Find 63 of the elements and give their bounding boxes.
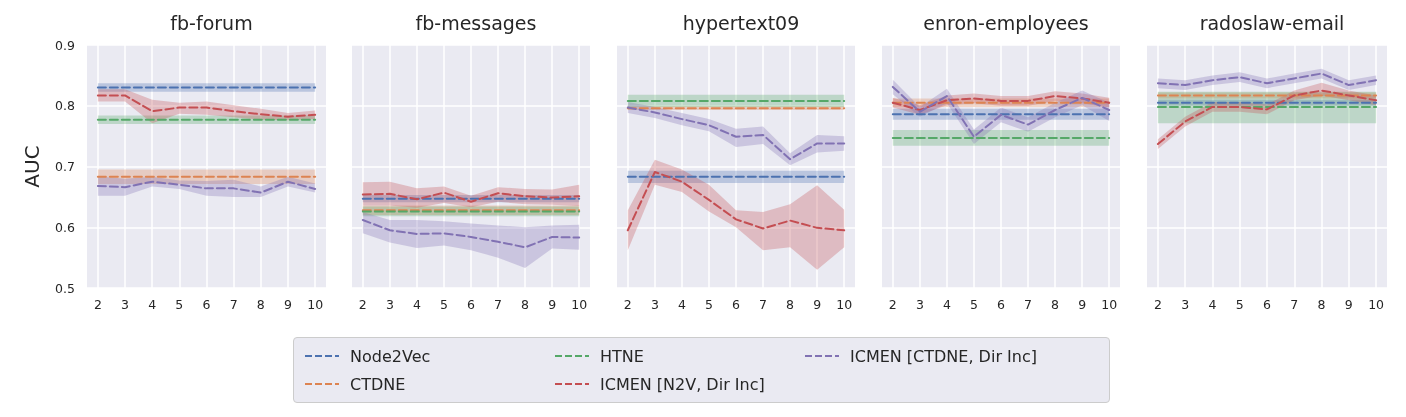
x-tick-label: 4 <box>412 297 421 312</box>
x-tick-label: 7 <box>1290 297 1299 312</box>
x-tick-label: 9 <box>548 297 557 312</box>
x-tick-label: 2 <box>93 297 102 312</box>
x-tick-label: 6 <box>997 297 1006 312</box>
x-tick-label: 9 <box>1078 297 1087 312</box>
y-axis-title: AUC <box>20 145 44 188</box>
chart-title: hypertext09 <box>682 11 800 34</box>
chart-title: radoslaw-email <box>1199 11 1345 34</box>
x-tick-label: 7 <box>494 297 503 312</box>
x-tick-label: 4 <box>677 297 686 312</box>
legend-label: ICMEN [CTDNE, Dir Inc] <box>850 346 1037 366</box>
x-tick-label: 2 <box>888 297 897 312</box>
legend-label: Node2Vec <box>350 346 431 366</box>
legend-label: HTNE <box>600 346 644 366</box>
x-tick-label: 9 <box>284 297 292 312</box>
x-tick-label: 3 <box>121 297 129 312</box>
y-tick-label: 0.6 <box>55 219 76 235</box>
x-tick-label: 10 <box>307 297 324 312</box>
x-tick-label: 4 <box>148 297 157 312</box>
x-tick-label: 2 <box>358 297 367 312</box>
x-tick-label: 5 <box>439 297 448 312</box>
x-tick-label: 5 <box>969 297 978 312</box>
y-tick-label: 0.8 <box>55 98 76 114</box>
x-tick-label: 6 <box>1263 297 1272 312</box>
chart-title: fb-forum <box>170 11 253 34</box>
x-tick-label: 3 <box>915 297 924 312</box>
x-tick-label: 3 <box>1181 297 1190 312</box>
x-tick-label: 3 <box>385 297 394 312</box>
x-tick-label: 5 <box>1235 297 1244 312</box>
x-tick-label: 8 <box>1051 297 1060 312</box>
x-tick-label: 10 <box>571 297 588 312</box>
x-tick-label: 7 <box>759 297 768 312</box>
x-tick-label: 9 <box>1344 297 1353 312</box>
x-tick-label: 10 <box>1101 297 1118 312</box>
line-series <box>96 180 317 194</box>
x-tick-label: 10 <box>1368 297 1385 312</box>
x-tick-label: 4 <box>942 297 951 312</box>
x-tick-label: 3 <box>650 297 659 312</box>
legend-label: CTDNE <box>350 374 406 394</box>
x-tick-label: 2 <box>1153 297 1162 312</box>
x-tick-label: 4 <box>1208 297 1217 312</box>
x-tick-label: 6 <box>732 297 741 312</box>
x-tick-label: 8 <box>256 297 265 312</box>
y-tick-label: 0.7 <box>55 159 75 174</box>
x-tick-label: 8 <box>1317 297 1326 312</box>
chart-title: fb-messages <box>415 11 537 34</box>
x-tick-label: 2 <box>623 297 632 312</box>
x-tick-label: 8 <box>786 297 795 312</box>
x-tick-label: 10 <box>836 297 853 312</box>
x-tick-label: 6 <box>202 297 211 312</box>
x-tick-label: 8 <box>521 297 530 312</box>
legend-label: ICMEN [N2V, Dir Inc] <box>600 374 765 394</box>
x-tick-label: 7 <box>229 297 238 312</box>
x-tick-label: 5 <box>175 297 184 312</box>
x-tick-label: 6 <box>467 297 476 312</box>
line-series <box>96 94 317 118</box>
x-tick-label: 5 <box>704 297 713 312</box>
chart-title: enron-employees <box>923 11 1089 34</box>
x-tick-label: 9 <box>813 297 822 312</box>
x-tick-label: 7 <box>1024 297 1033 312</box>
y-tick-label: 0.9 <box>55 37 76 53</box>
y-tick-label: 0.5 <box>55 280 75 296</box>
